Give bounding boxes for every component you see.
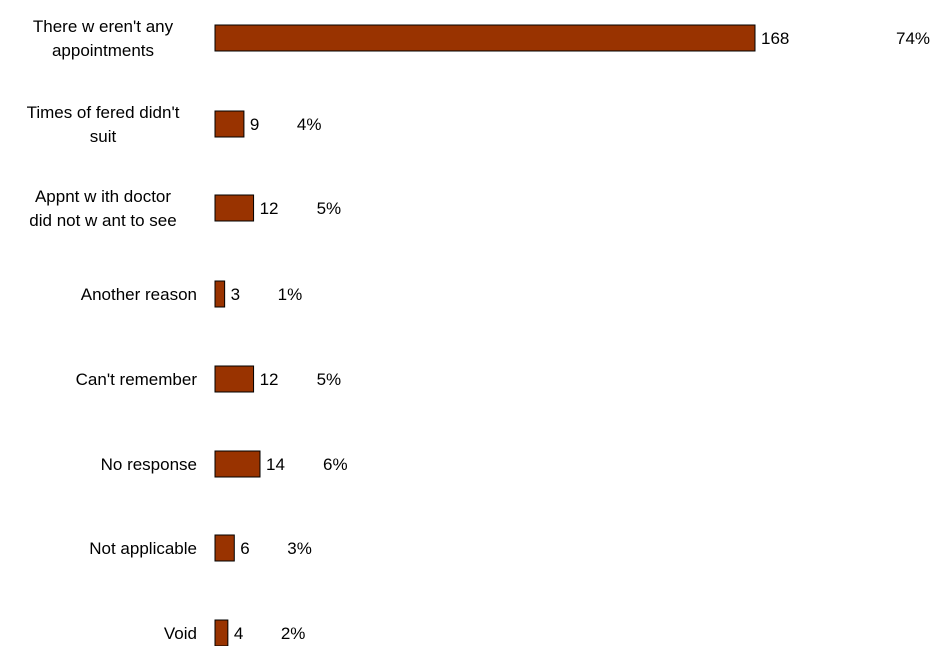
value-label: 12 xyxy=(260,370,279,389)
category-label: Can't remember xyxy=(76,370,198,389)
value-label: 9 xyxy=(250,115,259,134)
category-label: Times of fered didn't suit xyxy=(27,103,180,146)
bar xyxy=(214,534,235,562)
bar xyxy=(214,619,229,646)
percent-label: 3% xyxy=(287,539,312,558)
labels-layer: There w eren't any appointments 168 74% Time… xyxy=(27,17,930,643)
category-label: Appnt w ith doctor did not w ant to see xyxy=(29,187,176,230)
category-label: There w eren't any appointments xyxy=(33,17,174,60)
value-label: 6 xyxy=(240,539,249,558)
bar xyxy=(214,450,261,478)
percent-label: 5% xyxy=(317,370,342,389)
bar xyxy=(214,24,756,52)
category-label: Another reason xyxy=(81,285,197,304)
category-label: Not applicable xyxy=(89,539,197,558)
value-label: 4 xyxy=(234,624,243,643)
percent-label: 74% xyxy=(896,29,930,48)
bars-layer xyxy=(214,24,756,646)
percent-label: 5% xyxy=(317,199,342,218)
value-label: 12 xyxy=(260,199,279,218)
percent-label: 1% xyxy=(278,285,303,304)
percent-label: 2% xyxy=(281,624,306,643)
percent-label: 4% xyxy=(297,115,322,134)
bar xyxy=(214,110,245,138)
category-label: No response xyxy=(101,455,197,474)
category-label: Void xyxy=(164,624,197,643)
bar xyxy=(214,365,255,393)
percent-label: 6% xyxy=(323,455,348,474)
bar xyxy=(214,194,255,222)
value-label: 3 xyxy=(231,285,240,304)
value-label: 14 xyxy=(266,455,285,474)
value-label: 168 xyxy=(761,29,789,48)
bar xyxy=(214,280,226,308)
